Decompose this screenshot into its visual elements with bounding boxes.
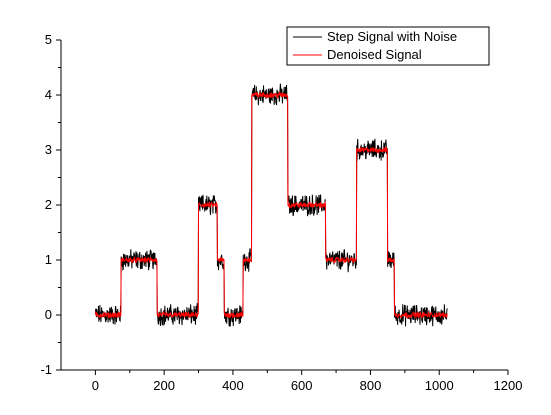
legend: Step Signal with Noise Denoised Signal	[286, 26, 490, 66]
y-tick-label: 4	[45, 87, 52, 102]
y-tick-label: 3	[45, 142, 52, 157]
x-tick-label: 0	[92, 378, 99, 393]
legend-label-noise: Step Signal with Noise	[327, 29, 457, 44]
x-tick-label: 600	[291, 378, 313, 393]
y-tick-label: -1	[40, 362, 52, 377]
y-tick-label: 1	[45, 252, 52, 267]
x-ticks: 0 200 400 600 800 1000 1200	[92, 370, 523, 393]
y-tick-label: 5	[45, 32, 52, 47]
x-tick-label: 1000	[425, 378, 454, 393]
x-tick-label: 400	[222, 378, 244, 393]
y-tick-label: 2	[45, 197, 52, 212]
x-tick-label: 1200	[494, 378, 523, 393]
y-ticks: -1 0 1 2 3 4 5	[40, 32, 61, 377]
legend-box	[286, 26, 490, 66]
plot-lines	[94, 83, 448, 327]
y-tick-label: 0	[45, 307, 52, 322]
x-tick-label: 800	[360, 378, 382, 393]
series-line-denoised	[94, 91, 448, 320]
legend-label-denoised: Denoised Signal	[327, 47, 422, 62]
x-tick-label: 200	[153, 378, 175, 393]
